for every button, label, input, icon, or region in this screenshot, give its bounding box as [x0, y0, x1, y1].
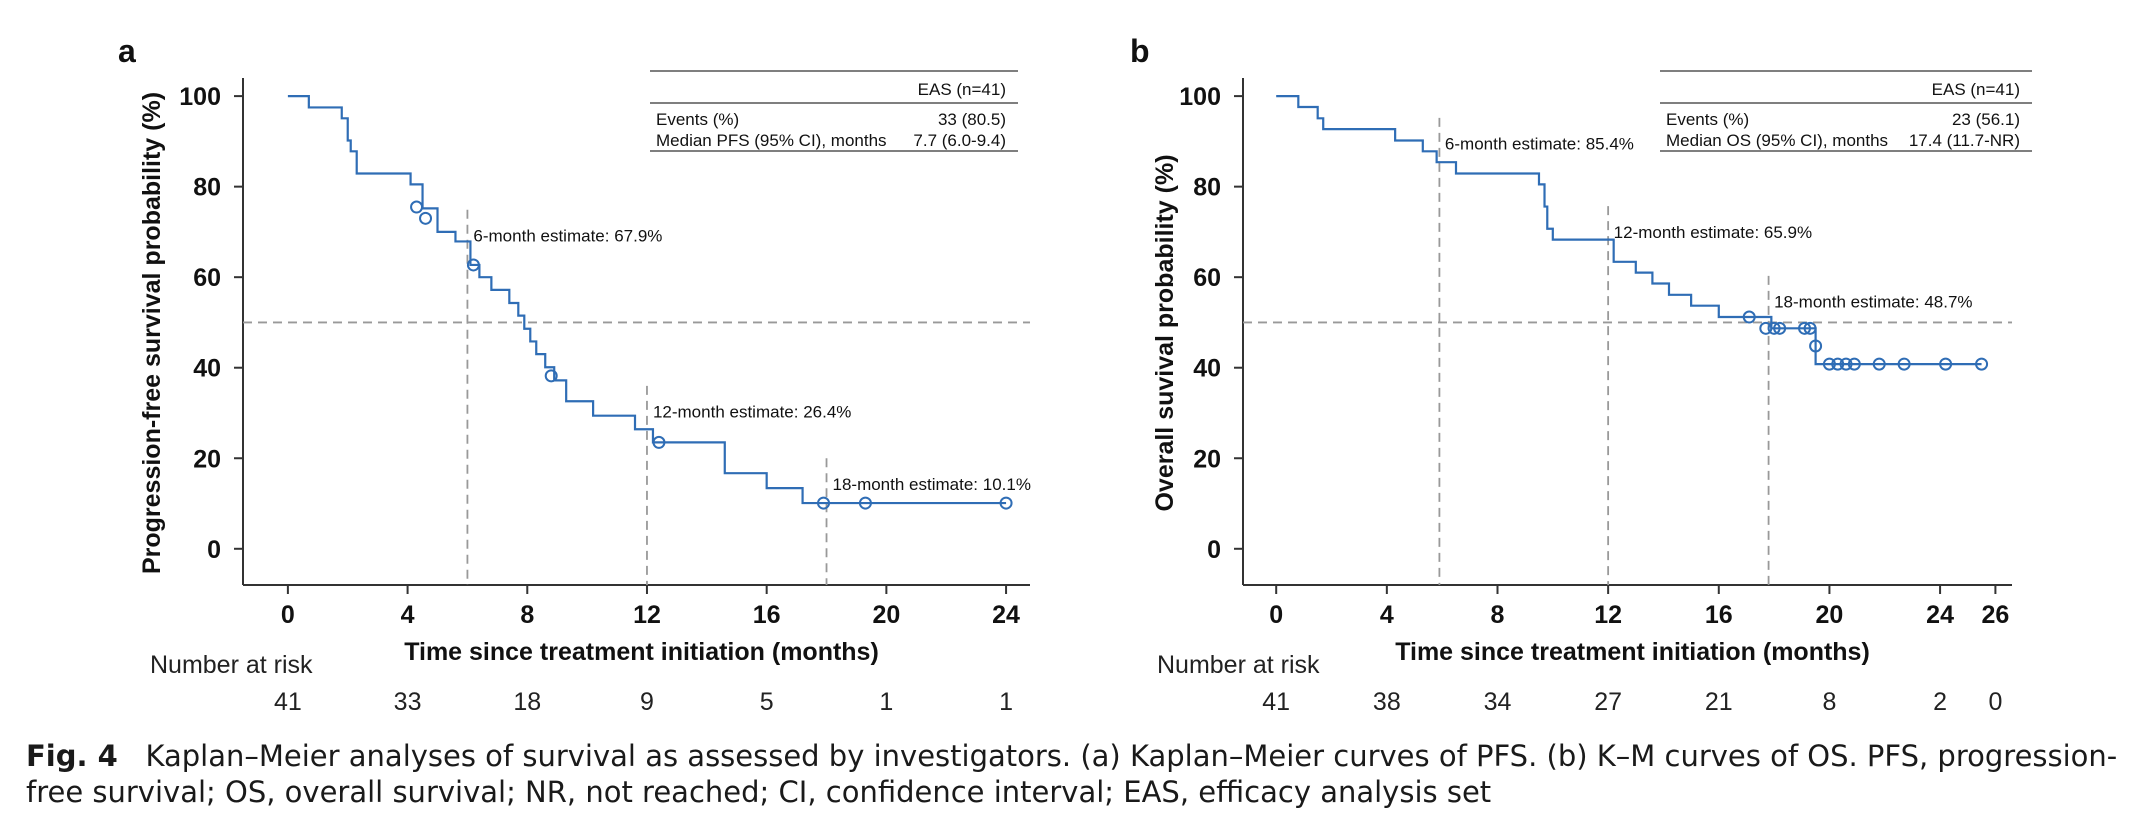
risk-count: 33 — [394, 688, 422, 716]
risk-table-label: Number at risk — [1157, 651, 1320, 679]
x-tick-label: 16 — [753, 601, 781, 629]
risk-count: 34 — [1484, 688, 1512, 716]
landmark-estimate-label: 6-month estimate: 67.9% — [473, 226, 662, 245]
survival-curve — [1276, 95, 1982, 366]
y-tick-label: 100 — [1179, 83, 1221, 111]
censor-mark — [1767, 321, 1781, 335]
x-tick-label: 0 — [1269, 601, 1283, 629]
y-tick-label: 60 — [193, 264, 221, 292]
censor-mark — [419, 211, 433, 225]
risk-count: 21 — [1705, 688, 1733, 716]
censor-mark — [1847, 357, 1861, 371]
risk-count: 0 — [1988, 688, 2002, 716]
y-tick-label: 80 — [193, 174, 221, 202]
y-axis-title: Overall suvival probability (%) — [1151, 154, 1179, 511]
censor-mark — [1939, 357, 1953, 371]
landmark-estimate-label: 18-month estimate: 48.7% — [1774, 293, 1972, 312]
figure-caption: Fig. 4 Kaplan–Meier analyses of survival… — [26, 738, 2126, 810]
risk-count: 18 — [513, 688, 541, 716]
y-tick-label: 40 — [1193, 355, 1221, 383]
x-tick-label: 4 — [1380, 601, 1394, 629]
risk-count: 8 — [1822, 688, 1836, 716]
x-tick-label: 16 — [1705, 601, 1733, 629]
x-axis-title: Time since treatment initiation (months) — [1395, 638, 1870, 666]
y-tick-label: 60 — [1193, 264, 1221, 292]
risk-count: 1 — [879, 688, 893, 716]
y-tick-label: 20 — [193, 445, 221, 473]
y-tick-label: 100 — [179, 83, 221, 111]
risk-count: 2 — [1933, 688, 1947, 716]
x-tick-label: 12 — [1594, 601, 1622, 629]
x-tick-label: 12 — [633, 601, 661, 629]
censor-mark — [410, 200, 424, 214]
censor-mark — [1759, 321, 1773, 335]
y-axis-title: Progression-free survival probability (%… — [138, 92, 166, 574]
table-header: EAS (n=41) — [918, 80, 1006, 99]
x-tick-label: 24 — [1926, 601, 1954, 629]
panel-a: a 0 20 40 60 80 100 0 4 8 12 16 20 24 Time since treat… — [118, 33, 1031, 716]
summary-table: EAS (n=41) Events (%) 23 (56.1) Median OS (… — [1660, 70, 2032, 152]
table-row-label: Median PFS (95% CI), months — [656, 131, 887, 150]
landmark-estimate-label: 6-month estimate: 85.4% — [1445, 135, 1634, 154]
censor-mark — [466, 258, 480, 272]
landmark-estimate-label: 18-month estimate: 10.1% — [833, 475, 1031, 494]
censor-mark — [1822, 357, 1836, 371]
x-tick-label: 26 — [1981, 601, 2009, 629]
censor-mark — [858, 496, 872, 510]
table-row-label: Events (%) — [656, 110, 739, 129]
y-tick-label: 0 — [1207, 536, 1221, 564]
table-row-value: 17.4 (11.7-NR) — [1909, 131, 2020, 150]
y-tick-label: 20 — [1193, 445, 1221, 473]
risk-count: 9 — [640, 688, 654, 716]
censor-mark — [1798, 321, 1812, 335]
risk-table-label: Number at risk — [150, 651, 313, 679]
y-tick-label: 40 — [193, 355, 221, 383]
x-tick-label: 20 — [1816, 601, 1844, 629]
risk-count: 41 — [274, 688, 302, 716]
x-tick-label: 8 — [520, 601, 534, 629]
x-tick-label: 20 — [872, 601, 900, 629]
table-row-label: Events (%) — [1666, 110, 1749, 129]
table-header: EAS (n=41) — [1932, 80, 2020, 99]
caption-text: Kaplan–Meier analyses of survival as ass… — [26, 739, 2118, 809]
summary-table: EAS (n=41) Events (%) 33 (80.5) Median PFS … — [650, 70, 1018, 152]
table-row-value: 7.7 (6.0-9.4) — [913, 131, 1006, 150]
risk-count: 41 — [1262, 688, 1290, 716]
landmark-estimate-label: 12-month estimate: 65.9% — [1614, 223, 1812, 242]
censor-mark — [544, 369, 558, 383]
panel-letter: b — [1130, 33, 1150, 69]
risk-count: 38 — [1373, 688, 1401, 716]
risk-count: 1 — [999, 688, 1013, 716]
risk-count: 5 — [760, 688, 774, 716]
censor-mark — [1803, 321, 1817, 335]
censor-mark — [1897, 357, 1911, 371]
panel-letter: a — [118, 33, 136, 69]
censor-mark — [1872, 357, 1886, 371]
landmark-estimate-label: 12-month estimate: 26.4% — [653, 403, 851, 422]
censor-mark — [1831, 357, 1845, 371]
censor-mark — [1839, 357, 1853, 371]
censor-mark — [1809, 339, 1823, 353]
x-tick-label: 8 — [1491, 601, 1505, 629]
x-tick-label: 4 — [401, 601, 415, 629]
x-tick-label: 24 — [992, 601, 1020, 629]
censor-mark — [1975, 357, 1989, 371]
y-tick-label: 0 — [207, 536, 221, 564]
censor-mark — [999, 496, 1013, 510]
table-row-value: 33 (80.5) — [938, 110, 1006, 129]
censor-mark — [1773, 321, 1787, 335]
censor-mark — [1742, 310, 1756, 324]
table-row-label: Median OS (95% CI), months — [1666, 131, 1888, 150]
x-tick-label: 0 — [281, 601, 295, 629]
x-axis-title: Time since treatment initiation (months) — [404, 638, 879, 666]
risk-count: 27 — [1594, 688, 1622, 716]
caption-label: Fig. 4 — [26, 739, 118, 773]
censor-mark — [817, 496, 831, 510]
table-row-value: 23 (56.1) — [1952, 110, 2020, 129]
survival-curve — [287, 95, 1007, 505]
y-tick-label: 80 — [1193, 174, 1221, 202]
censor-mark — [652, 435, 666, 449]
